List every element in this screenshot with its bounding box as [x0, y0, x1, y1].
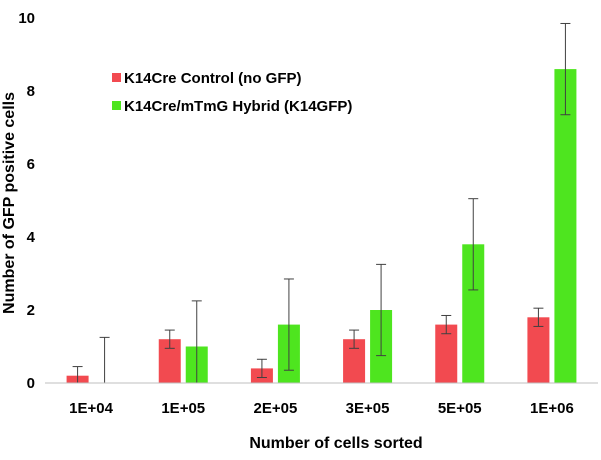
x-tick-label: 5E+05	[438, 400, 482, 417]
x-axis-ticks: 1E+04 1E+05 2E+05 3E+05 5E+05 1E+06	[69, 400, 574, 417]
y-tick-label: 2	[27, 302, 35, 319]
bar	[527, 317, 550, 383]
legend-swatch	[112, 101, 121, 110]
y-tick-label: 6	[27, 156, 35, 173]
bar	[554, 69, 577, 383]
x-tick-label: 2E+05	[254, 400, 298, 417]
y-axis-ticks: 0 2 4 6 8 10	[18, 10, 35, 392]
y-tick-label: 10	[18, 10, 35, 27]
legend-swatch	[112, 73, 121, 82]
bar	[462, 244, 485, 383]
x-tick-label: 1E+04	[69, 400, 113, 417]
legend-label: K14Cre Control (no GFP)	[124, 70, 302, 87]
legend: K14Cre Control (no GFP) K14Cre/mTmG Hybri…	[112, 70, 352, 115]
y-axis-title: Number of GFP positive cells	[1, 92, 18, 314]
bars	[66, 69, 577, 383]
x-tick-label: 1E+05	[161, 400, 205, 417]
y-tick-label: 4	[27, 229, 36, 246]
bar	[158, 339, 181, 383]
bar	[435, 324, 458, 383]
y-tick-label: 0	[27, 375, 35, 392]
bar	[343, 339, 366, 383]
y-tick-label: 8	[27, 83, 35, 100]
x-tick-label: 3E+05	[346, 400, 390, 417]
x-axis-title: Number of cells sorted	[249, 435, 422, 452]
legend-label: K14Cre/mTmG Hybrid (K14GFP)	[124, 98, 352, 115]
error-bars	[72, 22, 571, 383]
x-tick-label: 1E+06	[530, 400, 574, 417]
